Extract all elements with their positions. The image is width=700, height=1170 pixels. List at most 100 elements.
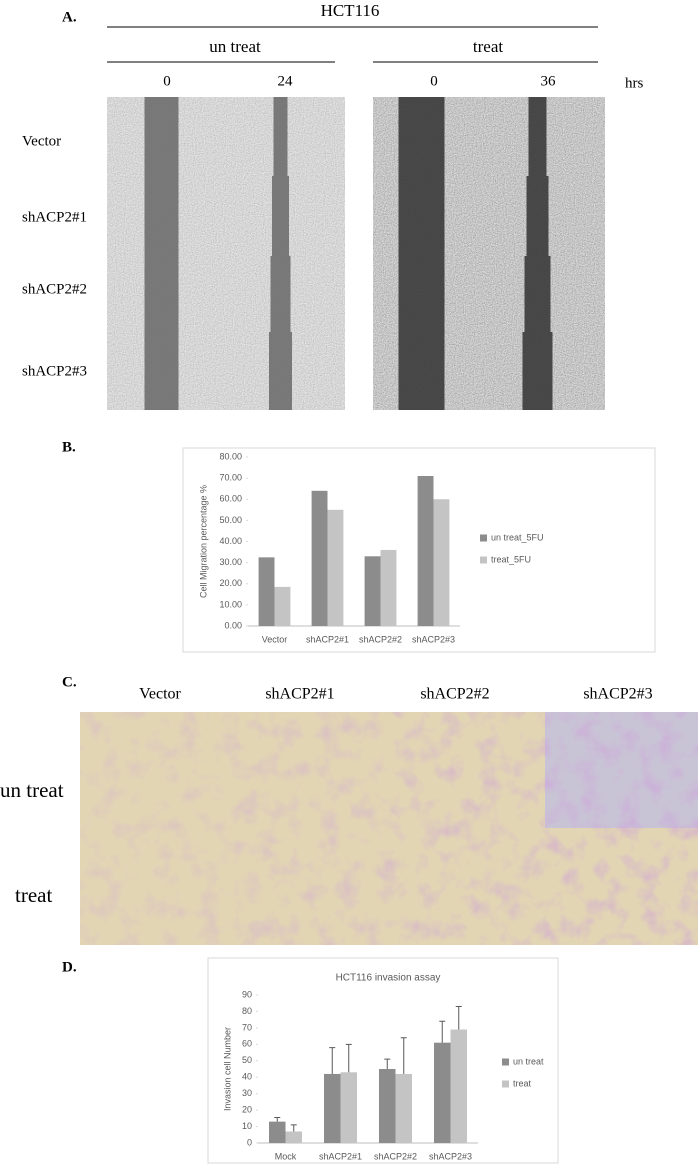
stain	[545, 712, 698, 828]
wound-gap	[398, 256, 445, 332]
y-tick-label: 20.00	[219, 578, 242, 588]
bar	[258, 557, 275, 626]
column-label: shACP2#3	[583, 686, 652, 703]
error-bar	[274, 1117, 281, 1122]
panel-label: D.	[62, 959, 77, 975]
y-tick-label: 10.00	[219, 599, 242, 609]
bar	[434, 1042, 451, 1143]
bar	[450, 1029, 467, 1143]
error-bar	[329, 1047, 336, 1074]
wound-gap	[522, 332, 553, 410]
stain	[80, 712, 235, 828]
x-tick-label: shACP2#1	[306, 634, 349, 644]
bar	[269, 1121, 286, 1143]
timepoint: 24	[278, 73, 294, 89]
column-label: shACP2#2	[420, 686, 489, 703]
row-label: Vector	[22, 133, 61, 149]
wound-gap	[398, 176, 445, 256]
x-tick-label: shACP2#3	[412, 634, 455, 644]
y-axis-title: Cell Migration percentage %	[198, 485, 208, 598]
error-bar	[400, 1037, 407, 1074]
y-tick-label: 40	[242, 1072, 252, 1082]
micrographs	[80, 97, 698, 945]
y-tick-label: 40.00	[219, 536, 242, 546]
chart-title: HCT116 invasion assay	[336, 973, 441, 984]
stain	[80, 828, 235, 945]
wound-gap	[398, 332, 445, 410]
wound-gap	[273, 97, 288, 176]
cell-line: HCT116	[321, 1, 380, 20]
y-tick-label: 20	[242, 1104, 252, 1114]
bar	[327, 509, 344, 626]
y-tick-label: 30	[242, 1088, 252, 1098]
micrograph	[490, 97, 605, 176]
column-label: shACP2#1	[265, 686, 334, 703]
bar	[285, 1131, 302, 1143]
row-label: treat	[15, 883, 52, 907]
wound-gap	[526, 176, 549, 256]
bar	[324, 1073, 341, 1143]
group-label: treat	[473, 37, 503, 56]
wound-gap	[144, 97, 179, 176]
y-tick-label: 10	[242, 1121, 252, 1131]
x-tick-label: shACP2#2	[359, 634, 402, 644]
wound-gap	[528, 97, 547, 176]
bar	[379, 1069, 396, 1143]
wound-gap	[269, 332, 292, 410]
timepoint: 0	[430, 73, 438, 89]
bar	[340, 1072, 357, 1143]
panel-label: B.	[62, 439, 76, 455]
wound-gap	[272, 176, 289, 256]
y-tick-label: 30.00	[219, 557, 242, 567]
y-tick-label: 70.00	[219, 473, 242, 483]
y-tick-label: 50.00	[219, 515, 242, 525]
y-tick-label: 80.00	[219, 451, 242, 461]
legend-swatch	[480, 556, 487, 564]
y-tick-label: 60.00	[219, 494, 242, 504]
chart-frame	[182, 447, 656, 653]
y-axis-title: Invasion cell Number	[222, 1027, 232, 1111]
x-tick-label: shACP2#1	[319, 1151, 362, 1161]
legend-label: un treat	[513, 1056, 544, 1066]
stain	[545, 828, 698, 945]
wound-gap	[398, 97, 445, 176]
bar	[311, 490, 328, 626]
legend-swatch	[502, 1058, 509, 1066]
y-tick-label: 70	[242, 1022, 252, 1032]
y-tick-label: 0.00	[224, 620, 242, 630]
x-tick-label: shACP2#2	[374, 1151, 417, 1161]
bar	[274, 586, 291, 626]
wound-gap	[270, 256, 291, 332]
legend-label: treat	[513, 1078, 532, 1088]
bar	[395, 1073, 412, 1143]
error-bar	[384, 1058, 391, 1069]
group-label: un treat	[209, 37, 261, 56]
timepoint: 36	[541, 73, 557, 89]
bar	[417, 476, 434, 626]
wound-gap	[144, 332, 179, 410]
error-bar	[290, 1124, 297, 1132]
y-tick-label: 50	[242, 1055, 252, 1065]
legend-label: treat_5FU	[491, 554, 531, 564]
chart-frame	[207, 957, 559, 1164]
error-bar	[439, 1020, 446, 1043]
panel-label: A.	[62, 9, 77, 25]
time-unit: hrs	[625, 75, 643, 91]
panel-label: C.	[62, 674, 77, 690]
y-tick-label: 80	[242, 1006, 252, 1016]
x-tick-label: Vector	[262, 634, 288, 644]
row-label: shACP2#1	[22, 209, 87, 225]
wound-gap	[144, 256, 179, 332]
timepoint: 0	[163, 73, 171, 89]
wound-gap	[524, 256, 551, 332]
bar	[364, 556, 381, 626]
error-bar	[345, 1043, 352, 1073]
x-tick-label: Mock	[275, 1151, 297, 1161]
x-tick-label: shACP2#3	[429, 1151, 472, 1161]
stain	[390, 712, 545, 828]
y-tick-label: 0	[247, 1137, 252, 1147]
row-label: shACP2#3	[22, 363, 87, 379]
legend-label: un treat_5FU	[491, 532, 544, 542]
wound-gap	[144, 176, 179, 256]
